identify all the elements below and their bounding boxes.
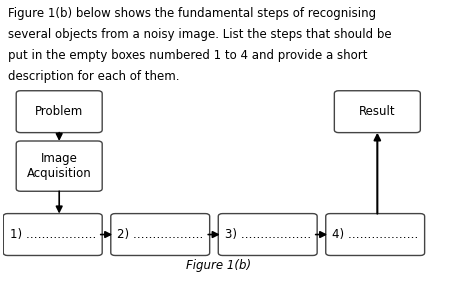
Text: Problem: Problem (35, 105, 83, 118)
Text: 4) ………………: 4) ……………… (332, 228, 419, 241)
FancyBboxPatch shape (16, 141, 102, 191)
Text: 3) ………………: 3) ……………… (225, 228, 311, 241)
Text: 1) ………………: 1) ……………… (10, 228, 96, 241)
FancyBboxPatch shape (111, 213, 210, 255)
FancyBboxPatch shape (326, 213, 425, 255)
FancyBboxPatch shape (218, 213, 317, 255)
Text: description for each of them.: description for each of them. (7, 70, 179, 83)
FancyBboxPatch shape (3, 213, 102, 255)
Text: Image
Acquisition: Image Acquisition (27, 152, 92, 180)
Text: 2) ………………: 2) ……………… (117, 228, 203, 241)
Text: Figure 1(b): Figure 1(b) (186, 259, 251, 272)
Text: Figure 1(b) below shows the fundamental steps of recognising: Figure 1(b) below shows the fundamental … (7, 7, 376, 20)
FancyBboxPatch shape (16, 91, 102, 133)
Text: Result: Result (359, 105, 396, 118)
Text: several objects from a noisy image. List the steps that should be: several objects from a noisy image. List… (7, 28, 391, 41)
FancyBboxPatch shape (334, 91, 420, 133)
Text: put in the empty boxes numbered 1 to 4 and provide a short: put in the empty boxes numbered 1 to 4 a… (7, 49, 367, 62)
